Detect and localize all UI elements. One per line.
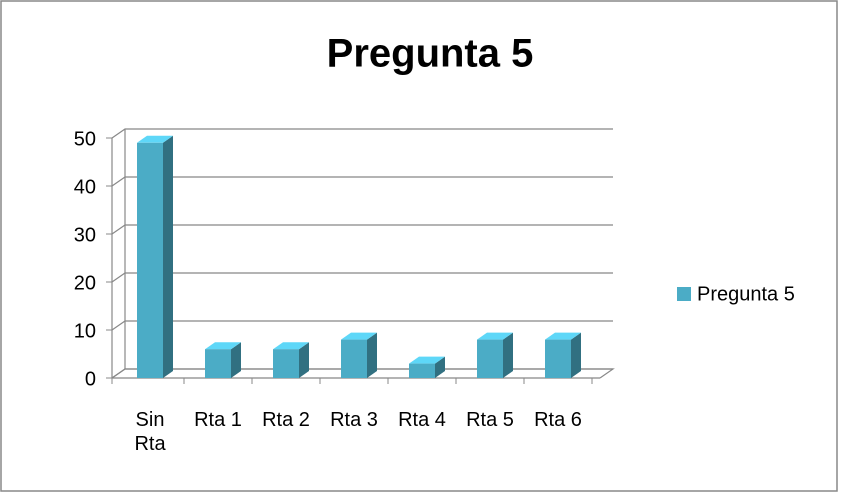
- grid-line: [111, 224, 613, 235]
- bar: [477, 339, 503, 378]
- grid-line: [111, 176, 613, 187]
- bar: [273, 349, 299, 378]
- bar: [545, 339, 571, 378]
- bar-top: [409, 356, 445, 364]
- x-tick-label: Rta 1: [194, 409, 242, 431]
- bar-side: [299, 342, 309, 378]
- grid-line: [111, 320, 613, 331]
- bar-top: [477, 332, 513, 340]
- bar: [205, 349, 231, 378]
- bar-side: [367, 332, 377, 378]
- bar: [137, 142, 163, 378]
- grid-line: [111, 272, 613, 283]
- legend-label: Pregunta 5: [697, 283, 795, 305]
- bar-top: [273, 342, 309, 350]
- x-tick-label: Rta 4: [398, 409, 446, 431]
- y-tick-label: 10: [74, 320, 96, 342]
- chart-title: Pregunta 5: [327, 32, 534, 76]
- bar: [409, 363, 435, 378]
- grid-line: [111, 368, 613, 379]
- x-tick-label: Rta 2: [262, 409, 310, 431]
- bar-side: [163, 135, 173, 378]
- y-tick-label: 50: [74, 128, 96, 150]
- x-tick-label: Sin Rta: [134, 409, 166, 455]
- y-tick-label: 20: [74, 272, 96, 294]
- y-tick-label: 40: [74, 176, 96, 198]
- x-tick-label: Rta 5: [466, 409, 514, 431]
- x-tick-label: Rta 3: [330, 409, 378, 431]
- bar-side: [231, 342, 241, 378]
- bar-top: [341, 332, 377, 340]
- bar-side: [503, 332, 513, 378]
- x-tick-label: Rta 6: [534, 409, 582, 431]
- bar-side: [435, 356, 445, 378]
- legend-swatch: [677, 287, 691, 301]
- bar-side: [571, 332, 581, 378]
- grid-line: [111, 128, 613, 139]
- y-tick-label: 30: [74, 224, 96, 246]
- bar: [341, 339, 367, 378]
- y-tick-label: 0: [85, 368, 96, 390]
- bar-top: [205, 342, 241, 350]
- bar-top: [545, 332, 581, 340]
- bar-top: [137, 135, 173, 143]
